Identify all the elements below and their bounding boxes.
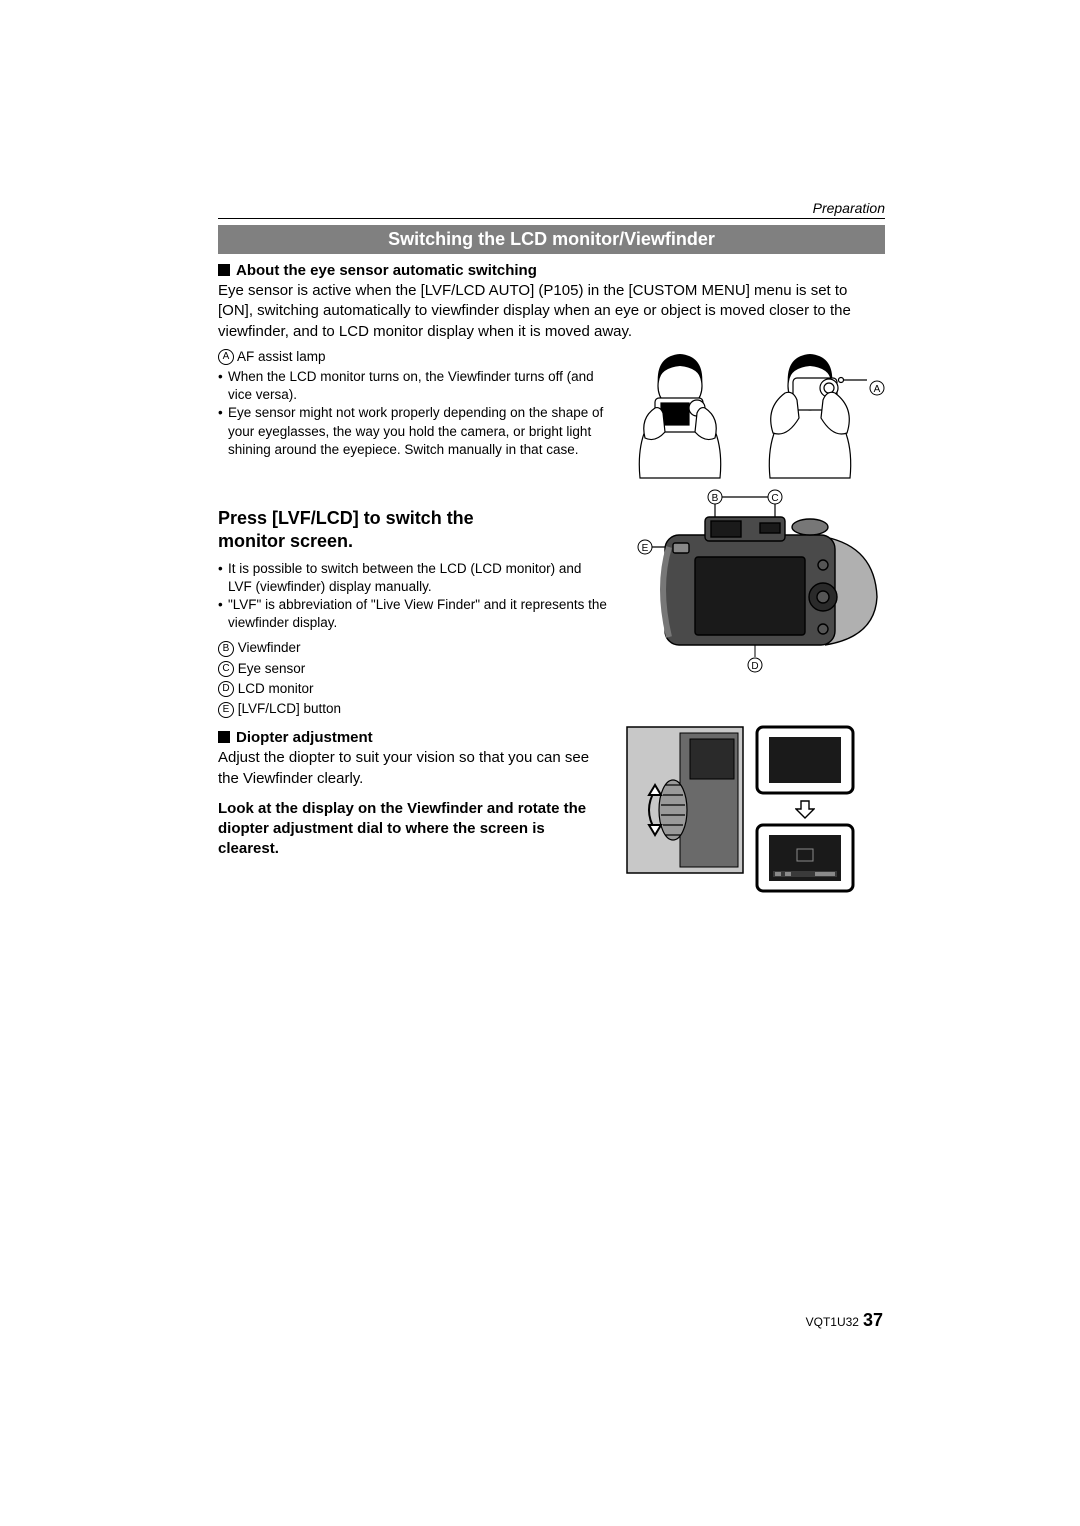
eye-sensor-paragraph: Eye sensor is active when the [LVF/LCD A… [218, 281, 885, 342]
page: Preparation Switching the LCD monitor/Vi… [0, 0, 1080, 1526]
af-lamp-bullet: Eye sensor might not work properly depen… [218, 404, 607, 459]
viewfinder-blurry-icon [755, 725, 855, 795]
diopter-row: Diopter adjustment Adjust the diopter to… [218, 725, 885, 893]
diopter-subhead: Diopter adjustment [218, 729, 607, 746]
square-bullet-icon [218, 264, 230, 276]
label-b-icon: B [218, 641, 234, 657]
svg-text:D: D [751, 661, 758, 672]
svg-text:C: C [771, 493, 778, 504]
svg-text:B: B [712, 493, 719, 504]
label-item: D LCD monitor [218, 679, 607, 699]
viewfinder-clear-icon [755, 823, 855, 893]
press-bullets: It is possible to switch between the LCD… [218, 560, 607, 633]
label-c-icon: C [218, 661, 234, 677]
eye-sensor-subhead: About the eye sensor automatic switching [218, 262, 885, 279]
af-lamp-bullet: When the LCD monitor turns on, the Viewf… [218, 368, 607, 404]
section-label: Preparation [218, 200, 885, 219]
af-lamp-row: A AF assist lamp When the LCD monitor tu… [218, 348, 885, 483]
af-lamp-text: AF assist lamp [237, 349, 326, 364]
label-item: C Eye sensor [218, 659, 607, 679]
square-bullet-icon [218, 731, 230, 743]
label-item: E [LVF/LCD] button [218, 699, 607, 719]
eye-sensor-subhead-text: About the eye sensor automatic switching [236, 262, 537, 279]
press-row: Press [LVF/LCD] to switch the monitor sc… [218, 487, 885, 720]
camera-back-figure: B C E D [625, 487, 885, 677]
diopter-figure [625, 725, 885, 893]
label-a-icon: A [218, 349, 234, 365]
label-d-icon: D [218, 681, 234, 697]
svg-text:E: E [642, 543, 649, 554]
page-number: 37 [863, 1310, 883, 1330]
label-item: B Viewfinder [218, 638, 607, 658]
press-bullet: It is possible to switch between the LCD… [218, 560, 607, 596]
svg-text:A: A [874, 384, 881, 395]
press-bullet: "LVF" is abbreviation of "Live View Find… [218, 596, 607, 632]
press-label-list: B Viewfinder C Eye sensor D LCD monitor … [218, 638, 607, 719]
af-lamp-line: A AF assist lamp [218, 348, 607, 366]
af-lamp-bullets: When the LCD monitor turns on, the Viewf… [218, 368, 607, 459]
press-title: Press [LVF/LCD] to switch the monitor sc… [218, 507, 607, 554]
down-arrow-icon [795, 799, 815, 819]
holding-camera-figure: A [625, 348, 885, 483]
label-e-icon: E [218, 702, 234, 718]
doc-code: VQT1U32 [806, 1315, 859, 1329]
diopter-subhead-text: Diopter adjustment [236, 729, 373, 746]
page-footer: VQT1U32 37 [806, 1310, 883, 1331]
banner-title: Switching the LCD monitor/Viewfinder [218, 225, 885, 254]
diopter-paragraph: Adjust the diopter to suit your vision s… [218, 748, 607, 789]
diopter-look-block: Look at the display on the Viewfinder an… [218, 799, 607, 860]
